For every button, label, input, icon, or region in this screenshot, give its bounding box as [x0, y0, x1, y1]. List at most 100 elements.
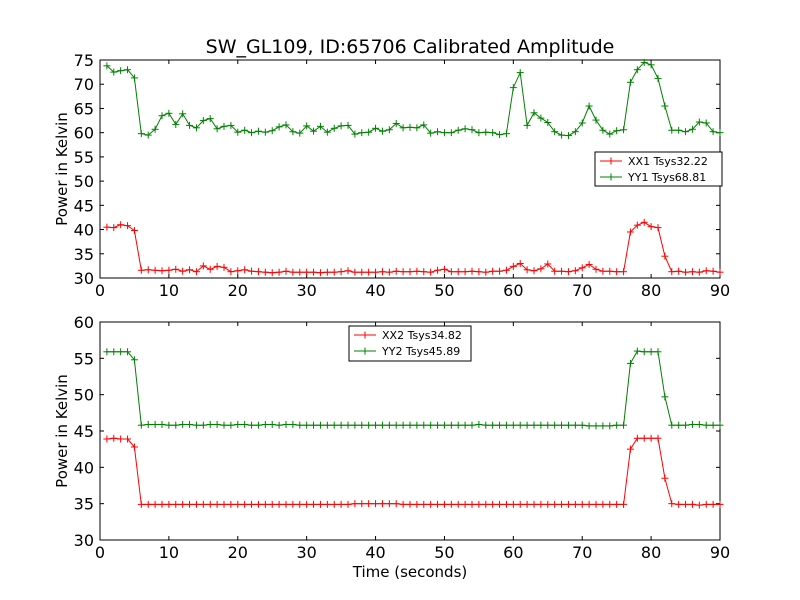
chart1-legend-entry: XX2 Tsys34.82 — [354, 329, 462, 342]
chart1-data-point — [192, 421, 200, 429]
chart1-data-point — [296, 500, 304, 508]
chart0-data-point — [351, 268, 359, 276]
chart1-data-point — [702, 500, 710, 508]
chart0-data-point — [682, 268, 690, 276]
chart1-data-point — [192, 500, 200, 508]
chart0-data-point — [461, 125, 469, 133]
chart1-data-point — [626, 445, 634, 453]
chart1-data-point — [509, 500, 517, 508]
chart0-xtick-label: 10 — [159, 281, 179, 300]
chart0-data-point — [103, 62, 111, 70]
chart0-data-point — [199, 117, 207, 125]
chart0-data-point — [130, 227, 138, 235]
chart1-data-point — [489, 500, 497, 508]
chart0-data-point — [599, 267, 607, 275]
chart0-data-point — [475, 268, 483, 276]
chart1-data-point — [186, 500, 194, 508]
chart1-data-point — [709, 500, 717, 508]
chart1-data-point — [413, 500, 421, 508]
chart0-data-point — [420, 268, 428, 276]
chart1-data-point — [647, 434, 655, 442]
chart1-data-point — [530, 421, 538, 429]
chart1-data-point — [468, 421, 476, 429]
chart0-data-point — [186, 121, 194, 129]
chart1-data-point — [440, 421, 448, 429]
chart1-data-point — [124, 435, 132, 443]
chart0-data-point — [537, 265, 545, 273]
chart0-data-point — [447, 268, 455, 276]
chart1-data-point — [351, 500, 359, 508]
chart1-data-point — [282, 500, 290, 508]
chart1-data-point — [682, 421, 690, 429]
chart0-data-point — [206, 115, 214, 123]
chart0-data-point — [261, 268, 269, 276]
chart1-data-point — [709, 421, 717, 429]
chart0-data-point — [537, 114, 545, 122]
chart1-data-point — [337, 421, 345, 429]
chart0-data-point — [392, 267, 400, 275]
chart1-data-point — [447, 421, 455, 429]
chart1-data-point — [688, 500, 696, 508]
chart0-data-point — [592, 265, 600, 273]
chart0-data-point — [261, 128, 269, 136]
chart1-ytick-label: 40 — [74, 458, 94, 477]
chart1-data-point — [392, 500, 400, 508]
chart0-data-point — [675, 267, 683, 275]
chart1-data-point — [303, 421, 311, 429]
chart0-data-point — [282, 267, 290, 275]
chart0-data-point — [323, 268, 331, 276]
chart1-data-point — [158, 500, 166, 508]
chart0-xtick-label: 30 — [296, 281, 316, 300]
chart0-data-point — [599, 126, 607, 134]
chart1-data-point — [558, 421, 566, 429]
chart1-data-point — [199, 421, 207, 429]
chart0-data-point — [227, 121, 235, 129]
chart0-data-point — [358, 129, 366, 137]
chart0-data-point — [310, 127, 318, 135]
chart0-data-point — [454, 126, 462, 134]
chart0-data-point — [578, 119, 586, 127]
chart0-data-point — [303, 122, 311, 130]
chart0-data-point — [544, 118, 552, 126]
chart1-data-point — [578, 421, 586, 429]
chart1-xtick-label: 20 — [228, 543, 248, 562]
chart1-data-point — [316, 421, 324, 429]
chart0-ytick-label: 50 — [74, 172, 94, 191]
chart0-data-point — [206, 265, 214, 273]
chart1-data-point — [144, 500, 152, 508]
chart1-xtick-label: 10 — [159, 543, 179, 562]
chart1-xlabel: Time (seconds) — [352, 563, 468, 581]
chart0-data-point — [489, 129, 497, 137]
chart0-data-point — [254, 268, 262, 276]
chart0-data-point — [475, 129, 483, 137]
chart0-data-point — [289, 128, 297, 136]
chart1-data-point — [110, 434, 118, 442]
chart0-data-point — [695, 268, 703, 276]
chart0-data-point — [427, 268, 435, 276]
chart1-data-point — [110, 348, 118, 356]
chart1-data-point — [289, 500, 297, 508]
chart1-data-point — [158, 420, 166, 428]
chart0-data-point — [633, 221, 641, 229]
chart0-data-point — [378, 268, 386, 276]
chart0-data-point — [530, 267, 538, 275]
chart1-data-point — [461, 421, 469, 429]
chart1-data-point — [413, 421, 421, 429]
chart1-data-point — [103, 435, 111, 443]
chart1-data-point — [351, 421, 359, 429]
chart1-data-point — [537, 500, 545, 508]
chart0-ytick-label: 35 — [74, 245, 94, 264]
chart0-data-point — [523, 266, 531, 274]
chart0-xtick-label: 40 — [365, 281, 385, 300]
chart1-data-point — [323, 500, 331, 508]
chart0-data-point — [330, 124, 338, 132]
chart1-data-point — [344, 500, 352, 508]
chart0-data-point — [647, 61, 655, 69]
chart0-data-point — [296, 129, 304, 137]
chart0-data-point — [172, 265, 180, 273]
chart1-data-point — [544, 500, 552, 508]
chart0-data-point — [241, 126, 249, 134]
chart0-data-point — [440, 265, 448, 273]
chart1-data-point — [599, 422, 607, 430]
chart1-ytick-label: 45 — [74, 422, 94, 441]
